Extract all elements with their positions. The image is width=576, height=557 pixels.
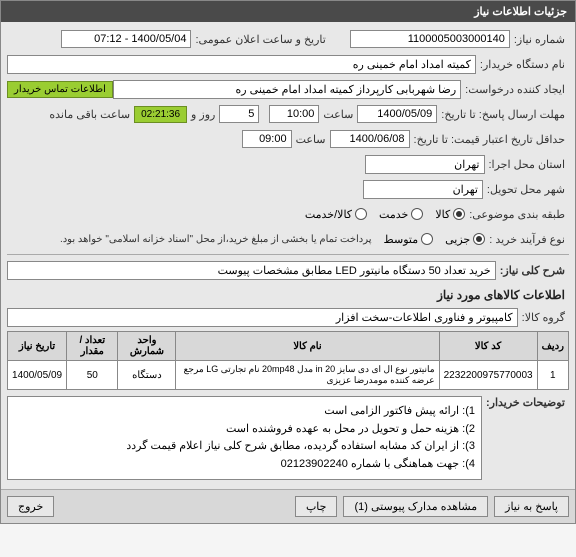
radio-kalakhedmat-label: کالا/خدمت bbox=[305, 208, 352, 221]
rooz-label: روز و bbox=[187, 108, 219, 121]
radio-kala[interactable]: کالا bbox=[435, 208, 465, 221]
radio-khedmat-label: خدمت bbox=[379, 208, 408, 221]
notes-label: توضیحات خریدار: bbox=[482, 396, 569, 409]
col-radif: ردیف bbox=[537, 332, 568, 361]
niaz-no-field: 1100005003000140 bbox=[350, 30, 510, 48]
saat-label-1: ساعت bbox=[319, 108, 357, 121]
radio-motavaset-label: متوسط bbox=[384, 233, 419, 246]
category-radio-group: کالا خدمت کالا/خدمت bbox=[305, 208, 465, 221]
date-field: 1400/05/04 - 07:12 bbox=[61, 30, 191, 48]
radio-jozi-label: جزیی bbox=[445, 233, 470, 246]
process-radio-group: جزیی متوسط bbox=[384, 233, 486, 246]
exec-city-label: استان محل اجرا: bbox=[485, 158, 570, 171]
cell-qty: 50 bbox=[67, 361, 118, 390]
cell-date: 1400/05/09 bbox=[8, 361, 67, 390]
col-name: نام کالا bbox=[176, 332, 439, 361]
buyer-label: نام دستگاه خریدار: bbox=[476, 58, 569, 71]
remain-label: ساعت باقی مانده bbox=[45, 108, 134, 121]
exec-city-field: تهران bbox=[365, 155, 485, 174]
radio-jozi[interactable]: جزیی bbox=[445, 233, 485, 246]
deliv-city-field: تهران bbox=[363, 180, 483, 199]
note-4: 4): جهت هماهنگی با شماره 02123902240 bbox=[14, 456, 475, 474]
category-label: طبقه بندی موضوعی: bbox=[465, 208, 569, 221]
form-area: شماره نیاز: 1100005003000140 تاریخ و ساع… bbox=[1, 22, 575, 489]
col-code: کد کالا bbox=[439, 332, 537, 361]
deadline-time-field: 10:00 bbox=[269, 105, 319, 123]
requester-label: ایجاد کننده درخواست: bbox=[461, 83, 569, 96]
validity-date-field: 1400/06/08 bbox=[330, 130, 410, 148]
date-label: تاریخ و ساعت اعلان عمومی: bbox=[191, 33, 329, 46]
exit-button[interactable]: خروج bbox=[7, 496, 54, 517]
saat-label-2: ساعت bbox=[292, 133, 330, 146]
deadline-label: مهلت ارسال پاسخ: تا تاریخ: bbox=[437, 108, 569, 121]
radio-icon bbox=[421, 233, 433, 245]
desc-label: شرح کلی نیاز: bbox=[496, 264, 569, 277]
radio-icon bbox=[453, 208, 465, 220]
radio-icon bbox=[473, 233, 485, 245]
contact-button[interactable]: اطلاعات تماس خریدار bbox=[7, 81, 113, 98]
radio-icon bbox=[355, 208, 367, 220]
radio-icon bbox=[411, 208, 423, 220]
days-field: 5 bbox=[219, 105, 259, 123]
desc-field: خرید تعداد 50 دستگاه مانیتور LED مطابق م… bbox=[7, 261, 496, 280]
deliv-city-label: شهر محل تحویل: bbox=[483, 183, 569, 196]
cell-code: 2232200975770003 bbox=[439, 361, 537, 390]
radio-kala-label: کالا bbox=[435, 208, 450, 221]
deadline-date-field: 1400/05/09 bbox=[357, 105, 437, 123]
col-qty: تعداد / مقدار bbox=[67, 332, 118, 361]
print-button[interactable]: چاپ bbox=[295, 496, 338, 517]
group-field: کامپیوتر و فناوری اطلاعات-سخت افزار bbox=[7, 308, 518, 327]
col-date: تاریخ نیاز bbox=[8, 332, 67, 361]
items-table: ردیف کد کالا نام کالا واحد شمارش تعداد /… bbox=[7, 331, 569, 390]
cell-unit: دستگاه bbox=[118, 361, 176, 390]
buyer-field: کمیته امداد امام خمینی ره bbox=[7, 55, 476, 74]
niaz-no-label: شماره نیاز: bbox=[510, 33, 569, 46]
reply-button[interactable]: پاسخ به نیاز bbox=[494, 496, 569, 517]
items-section-title: اطلاعات کالاهای مورد نیاز bbox=[7, 284, 569, 306]
note-1: 1): ارائه پیش فاکتور الزامی است bbox=[14, 403, 475, 421]
table-header-row: ردیف کد کالا نام کالا واحد شمارش تعداد /… bbox=[8, 332, 569, 361]
note-3: 3): از ایران کد مشابه استفاده گردیده، مط… bbox=[14, 438, 475, 456]
countdown-badge: 02:21:36 bbox=[134, 106, 187, 123]
radio-kalakhedmat[interactable]: کالا/خدمت bbox=[305, 208, 367, 221]
radio-khedmat[interactable]: خدمت bbox=[379, 208, 423, 221]
process-note: پرداخت تمام یا بخشی از مبلغ خرید،از محل … bbox=[56, 234, 376, 245]
attachments-button[interactable]: مشاهده مدارک پیوستی (1) bbox=[343, 496, 488, 517]
validity-time-field: 09:00 bbox=[242, 130, 292, 148]
group-label: گروه کالا: bbox=[518, 311, 569, 324]
footer-buttons: پاسخ به نیاز مشاهده مدارک پیوستی (1) چاپ… bbox=[1, 489, 575, 523]
cell-name: مانیتور نوع ال ای دی سایز 20 in مدل 20mp… bbox=[176, 361, 439, 390]
note-2: 2): هزینه حمل و تحویل در محل به عهده فرو… bbox=[14, 421, 475, 439]
divider bbox=[7, 254, 569, 255]
process-label: نوع فرآیند خرید : bbox=[485, 233, 569, 246]
table-row: 1 2232200975770003 مانیتور نوع ال ای دی … bbox=[8, 361, 569, 390]
col-unit: واحد شمارش bbox=[118, 332, 176, 361]
details-panel: جزئیات اطلاعات نیاز شماره نیاز: 11000050… bbox=[0, 0, 576, 524]
radio-motavaset[interactable]: متوسط bbox=[384, 233, 434, 246]
notes-box: 1): ارائه پیش فاکتور الزامی است 2): هزین… bbox=[7, 396, 482, 480]
panel-title: جزئیات اطلاعات نیاز bbox=[1, 1, 575, 22]
cell-radif: 1 bbox=[537, 361, 568, 390]
validity-label: حداقل تاریخ اعتبار قیمت: تا تاریخ: bbox=[410, 133, 569, 146]
requester-field: رضا شهربابی کارپرداز کمیته امداد امام خم… bbox=[113, 80, 461, 99]
